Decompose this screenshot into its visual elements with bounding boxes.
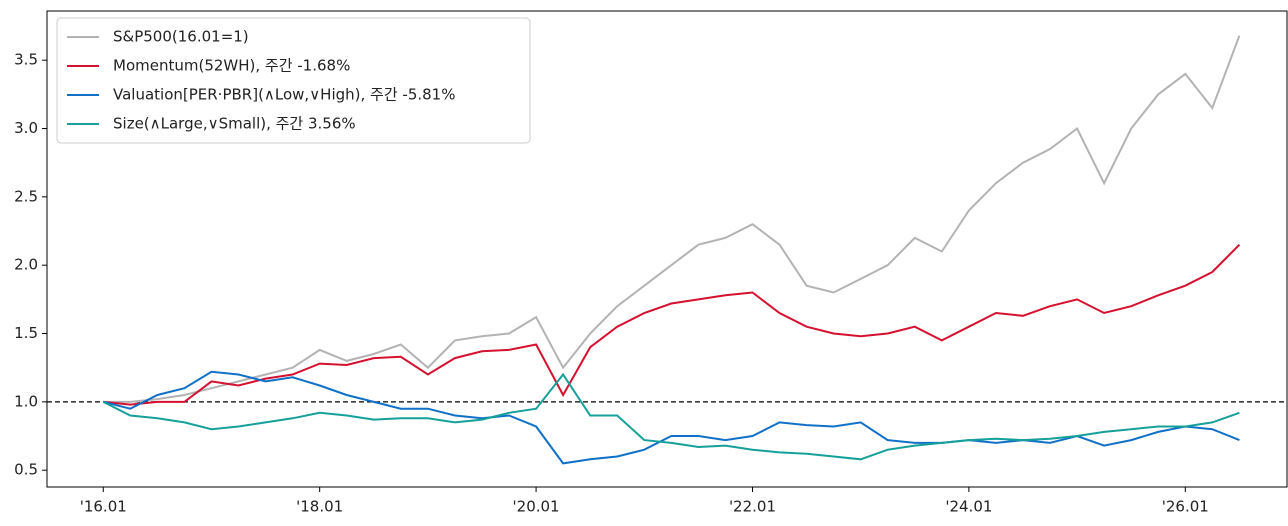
y-tick-label: 0.5: [14, 461, 38, 479]
legend-label: Momentum(52WH), 주간 -1.68%: [113, 57, 350, 75]
y-tick-label: 2.0: [14, 256, 38, 274]
x-tick-label: '24.01: [945, 498, 992, 516]
plot-frame: [46, 10, 1288, 488]
legend-label: Size(∧Large,∨Small), 주간 3.56%: [113, 115, 356, 133]
x-tick-label: '22.01: [729, 498, 776, 516]
y-tick-label: 3.0: [14, 119, 38, 137]
x-tick-label: '18.01: [296, 498, 343, 516]
x-tick-label: '20.01: [513, 498, 560, 516]
y-tick-label: 2.5: [14, 187, 38, 205]
x-tick-label: '16.01: [80, 498, 127, 516]
series-line: [103, 370, 1240, 465]
legend-label: S&P500(16.01=1): [113, 28, 249, 46]
y-tick-label: 1.0: [14, 392, 38, 410]
legend-label: Valuation[PER·PBR](∧Low,∨High), 주간 -5.81…: [113, 86, 455, 104]
series-line: [102, 372, 1240, 461]
series-line: [103, 243, 1241, 406]
y-tick-label: 3.5: [14, 51, 38, 69]
series-line: [103, 35, 1241, 403]
y-tick-label: 1.5: [14, 324, 38, 342]
legend-box: [56, 17, 531, 144]
x-tick-label: '26.01: [1162, 498, 1209, 516]
